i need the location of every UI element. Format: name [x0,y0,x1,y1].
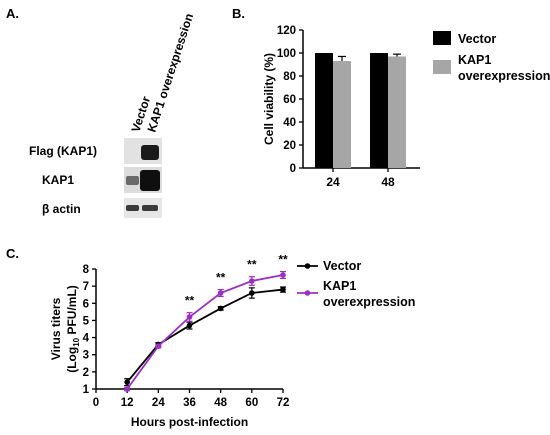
bar-vector [370,53,388,168]
significance-marker: ** [185,294,195,308]
bar-y-tick-label: 20 [283,140,296,152]
line-point-kap1 [217,290,224,296]
bar-y-tick-label: 60 [283,94,296,106]
cell-viability-bar-chart: 0 20 40 60 80 100 120 Cell viability (%) 24 48 Vec… [262,25,550,189]
bar-legend-label-kap1: KAP1 [458,53,491,67]
line-x-tick-label: 24 [152,397,165,409]
line-legend-marker-kap1 [304,290,311,296]
line-point-vector [280,286,286,293]
line-point-vector [217,305,224,312]
blot-row-label-actin: β actin [42,202,81,216]
line-y-tick-label: 6 [83,298,89,310]
blot-band-flag-kap1 [141,145,159,160]
bar-y-axis-title: Cell viability (%) [262,53,276,145]
line-x-tick-label: 48 [214,397,227,409]
bar-legend-label-vector: Vector [458,32,496,46]
line-x-tick-label: 72 [277,397,290,409]
line-point-vector [124,379,130,385]
line-y-axis-title-pre: (Log [65,347,79,373]
bar-legend-swatch-kap1 [433,60,451,74]
line-x-tick-label: 60 [245,397,258,409]
bar-y-tick-label: 120 [277,25,296,37]
blot-row-label-kap1: KAP1 [42,173,74,187]
line-legend-label-overexpression: overexpression [323,295,415,309]
blot-band-kap1-vector [126,176,139,185]
line-legend-label-kap1: KAP1 [323,279,356,293]
line-point-vector [186,322,193,329]
line-x-tick-label: 36 [183,397,196,409]
line-x-tick-label: 0 [93,397,99,409]
blot-row-label-flag: Flag (KAP1) [29,144,97,158]
bar-kap1 [388,56,406,169]
western-blot-panel: Vector KAP1 overexpression Flag (KAP1) K… [29,12,196,218]
line-y-axis-title-line2: (Log10 PFU/mL) [65,285,81,373]
line-point-vector [249,290,255,296]
significance-marker: ** [216,271,226,285]
line-series-vector [126,288,284,383]
line-x-tick-label: 12 [121,397,134,409]
line-y-tick-label: 7 [83,281,89,293]
blot-lane-label-kap1: KAP1 overexpression [145,12,197,134]
line-point-kap1 [249,278,255,284]
blot-band-kap1-kap1 [140,170,160,191]
bar-legend-label-overexpression: overexpression [458,69,550,83]
bar-y-tick-label: 0 [290,163,296,175]
line-y-tick-label: 4 [83,333,90,345]
line-legend-marker-vector [304,263,311,269]
bar-legend-swatch-vector [433,31,451,45]
bar-x-tick-label: 48 [381,175,395,189]
line-y-axis-title-post: PFU/mL) [65,285,79,338]
panel-label-a: A. [6,6,19,21]
line-point-kap1 [124,386,130,392]
line-point-kap1 [186,314,193,320]
significance-marker: ** [278,253,288,267]
bar-y-tick-label: 80 [283,71,296,83]
line-y-tick-label: 1 [83,384,90,396]
line-y-axis-title-line1: Virus titers [49,297,63,360]
line-y-tick-label: 8 [83,264,90,276]
panel-label-c: C. [6,246,19,261]
bar-vector [315,53,333,168]
line-y-tick-label: 3 [83,350,89,362]
line-point-kap1 [280,272,286,278]
line-y-tick-label: 2 [83,367,89,379]
bar-x-tick-label: 24 [326,175,340,189]
line-x-axis-title: Hours post-infection [131,415,248,429]
blot-band-actin-kap1 [142,205,158,211]
line-y-tick-label: 5 [83,315,90,327]
line-series-kap1 [126,274,284,390]
line-legend-label-vector: Vector [323,259,361,273]
significance-marker: ** [247,258,257,272]
blot-band-actin-vector [126,205,139,211]
line-y-axis-title-sub: 10 [72,337,81,346]
panel-label-b: B. [232,6,245,21]
line-point-kap1 [155,343,162,349]
bar-y-tick-label: 40 [283,117,296,129]
bar-kap1 [333,61,351,168]
bar-y-tick-label: 100 [277,48,296,60]
